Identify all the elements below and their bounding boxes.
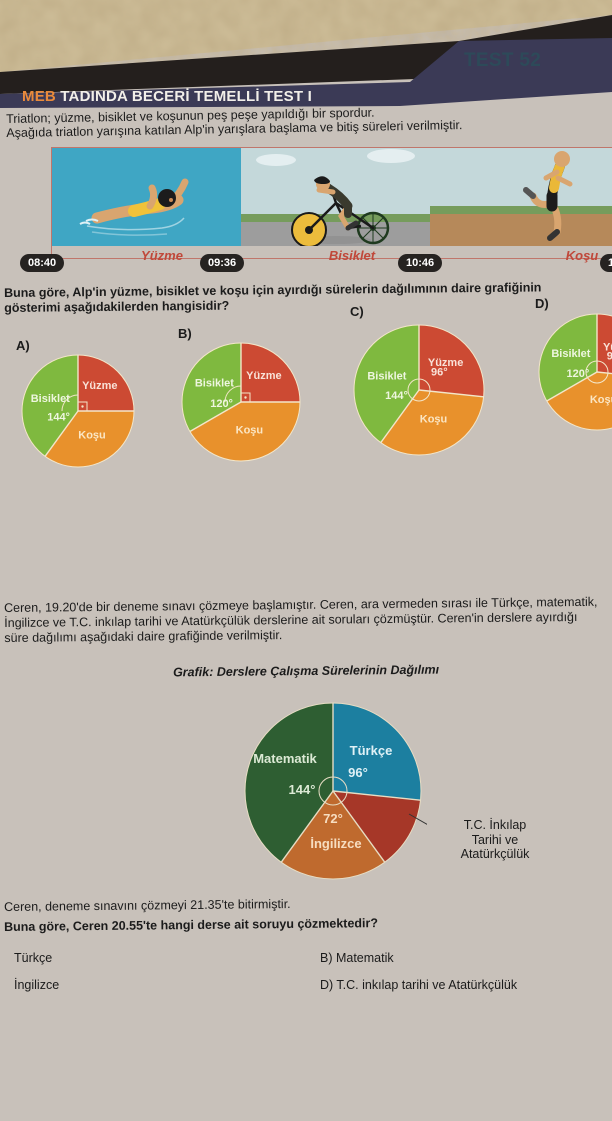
svg-text:Bisiklet: Bisiklet	[195, 378, 234, 390]
svg-text:Koşu: Koşu	[236, 424, 264, 436]
svg-text:Koşu: Koşu	[420, 414, 448, 426]
svg-text:Yüzme: Yüzme	[82, 380, 117, 392]
svg-text:120°: 120°	[210, 398, 233, 410]
svg-text:144°: 144°	[385, 390, 408, 402]
svg-text:144°: 144°	[47, 411, 70, 423]
svg-text:Yüzme: Yüzme	[246, 370, 281, 382]
svg-text:Koşu: Koşu	[590, 394, 612, 406]
svg-text:96°: 96°	[607, 351, 612, 363]
svg-text:Koşu: Koşu	[78, 429, 106, 441]
svg-text:120°: 120°	[567, 368, 590, 380]
svg-text:96°: 96°	[431, 367, 448, 379]
svg-text:Bisiklet: Bisiklet	[367, 371, 406, 383]
svg-text:Bisiklet: Bisiklet	[31, 393, 70, 405]
svg-text:Bisiklet: Bisiklet	[551, 348, 590, 360]
